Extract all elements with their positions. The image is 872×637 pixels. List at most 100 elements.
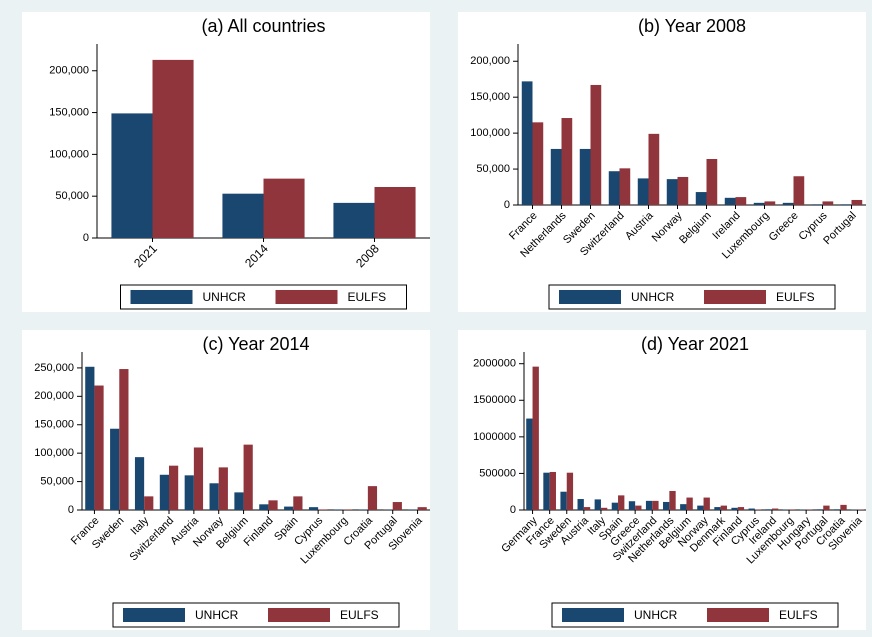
bar <box>645 500 653 510</box>
bar <box>735 197 747 205</box>
bar <box>793 176 805 205</box>
bar <box>308 507 319 510</box>
y-tick-label: 150,000 <box>470 91 510 103</box>
bar <box>583 507 591 510</box>
bar <box>731 507 738 510</box>
bar <box>816 509 824 510</box>
bar <box>677 176 689 205</box>
bar <box>669 490 676 510</box>
bar <box>840 204 852 205</box>
bar <box>263 178 305 238</box>
y-tick-label: 100,000 <box>34 447 74 459</box>
legend-swatch <box>562 608 624 622</box>
bar <box>184 475 194 510</box>
bar <box>628 501 636 510</box>
bar <box>159 474 169 510</box>
legend-label: EULFS <box>779 608 818 622</box>
bar <box>703 497 710 510</box>
legend-label: EULFS <box>348 290 387 304</box>
panel-title: (c) Year 2014 <box>202 334 309 354</box>
legend-label: UNHCR <box>634 608 678 622</box>
y-tick-label: 150,000 <box>49 106 89 118</box>
bar <box>579 148 591 205</box>
legend-swatch <box>707 608 769 622</box>
panel-background <box>22 12 430 312</box>
legend-swatch <box>123 608 185 622</box>
panel-background <box>458 12 866 312</box>
bar <box>706 159 718 205</box>
y-tick-label: 0 <box>83 232 89 244</box>
legend-swatch <box>268 608 330 622</box>
bar <box>169 465 179 510</box>
bar <box>152 59 194 238</box>
panel-title: (b) Year 2008 <box>638 16 746 36</box>
bar <box>635 505 642 510</box>
bar <box>619 168 631 205</box>
bar <box>680 504 687 510</box>
y-tick-label: 100,000 <box>49 148 89 160</box>
bar <box>408 509 418 510</box>
bar <box>526 418 533 510</box>
bar <box>714 507 721 510</box>
bar <box>686 497 693 510</box>
bar <box>234 492 244 510</box>
bar <box>811 204 823 205</box>
bar <box>293 496 303 510</box>
bar <box>720 505 727 510</box>
bar <box>600 507 608 510</box>
bar <box>590 84 602 205</box>
panel: (b) Year 2008 0 50,000 100,000 150,000 200,00… <box>458 12 866 312</box>
y-tick-label: 50,000 <box>40 475 74 487</box>
y-tick-label: 500000 <box>479 467 516 479</box>
bar <box>193 447 204 510</box>
legend-label: EULFS <box>776 290 815 304</box>
bar <box>663 501 670 510</box>
y-tick-label: 150,000 <box>34 419 74 431</box>
y-tick-label: 200,000 <box>49 65 89 77</box>
bar <box>144 496 154 510</box>
y-tick-label: 2000000 <box>473 358 516 370</box>
legend-swatch <box>275 290 338 304</box>
legend-label: UNHCR <box>203 290 247 304</box>
y-tick-label: 1000000 <box>473 431 516 443</box>
bar <box>110 428 120 510</box>
bar <box>85 366 95 510</box>
legend-label: UNHCR <box>631 290 675 304</box>
bar <box>243 444 253 510</box>
legend-label: UNHCR <box>195 608 239 622</box>
bar <box>374 186 416 238</box>
y-tick-label: 0 <box>68 504 74 516</box>
bar <box>218 467 228 510</box>
bar <box>608 171 620 205</box>
bar <box>566 472 574 510</box>
bar <box>532 366 539 510</box>
panel: (c) Year 2014 0 50,000 100,000 150,000 200,00… <box>22 330 430 630</box>
legend-swatch <box>704 290 766 304</box>
y-tick-label: 1500000 <box>473 394 516 406</box>
bar <box>343 509 353 510</box>
bar <box>549 471 556 510</box>
bar <box>94 385 104 510</box>
legend-label: EULFS <box>340 608 379 622</box>
bar <box>697 505 704 510</box>
bar <box>724 197 736 205</box>
bar <box>417 507 427 510</box>
bar <box>753 202 765 205</box>
bar <box>119 369 129 510</box>
bar <box>594 499 601 510</box>
bar <box>789 509 796 510</box>
bar <box>560 491 567 510</box>
bar <box>550 148 562 205</box>
legend-swatch <box>559 290 621 304</box>
bar <box>333 509 343 510</box>
bar <box>358 509 368 510</box>
y-tick-label: 0 <box>510 504 516 516</box>
bar <box>765 509 772 510</box>
bar <box>532 122 544 205</box>
bar <box>333 202 375 238</box>
bar <box>577 499 584 510</box>
bar <box>695 192 707 205</box>
bar <box>782 202 794 205</box>
bar <box>521 81 533 205</box>
bar <box>561 118 573 205</box>
